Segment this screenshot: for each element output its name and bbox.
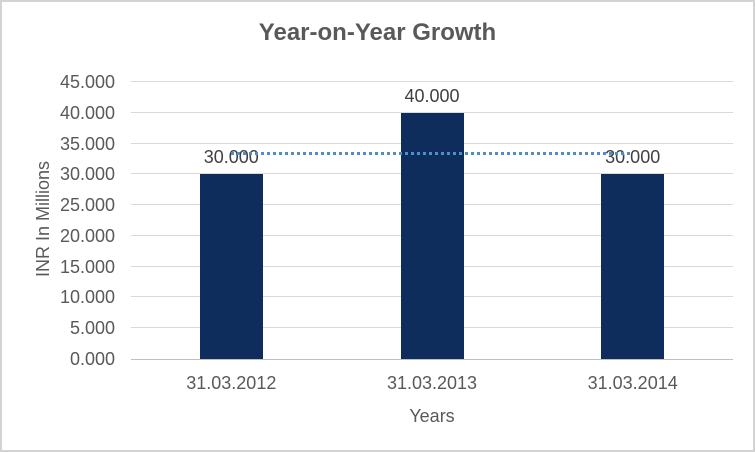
bar-31.03.2012[interactable]	[199, 174, 263, 359]
y-tick-label: 35.000	[59, 133, 115, 154]
y-tick-label: 10.000	[59, 287, 115, 308]
x-tick-label: 31.03.2012	[186, 373, 277, 393]
bar-31.03.2013[interactable]	[400, 112, 464, 359]
x-axis-title: Years	[409, 406, 455, 426]
y-tick-label: 30.000	[59, 164, 115, 185]
gridline	[131, 112, 733, 113]
bar-31.03.2014[interactable]	[601, 174, 665, 359]
average-line[interactable]	[231, 152, 633, 156]
y-tick-label: 25.000	[59, 195, 115, 216]
data-label: 30.000	[203, 147, 259, 168]
y-tick-label: 15.000	[59, 256, 115, 277]
chart-title: Year-on-Year Growth	[258, 19, 497, 46]
data-label: 40.000	[404, 85, 460, 106]
y-tick-label: 0.000	[69, 349, 115, 369]
x-tick-label: 31.03.2013	[386, 373, 478, 393]
gridline	[131, 81, 733, 82]
y-tick-label: 20.000	[59, 225, 115, 246]
x-tick-label: 31.03.2014	[587, 373, 678, 393]
x-axis-line	[131, 359, 733, 360]
y-tick-label: 40.000	[59, 102, 115, 123]
y-tick-label: 45.000	[59, 72, 115, 92]
y-tick-label: 5.000	[69, 318, 115, 339]
data-label: 30.000	[605, 147, 661, 168]
